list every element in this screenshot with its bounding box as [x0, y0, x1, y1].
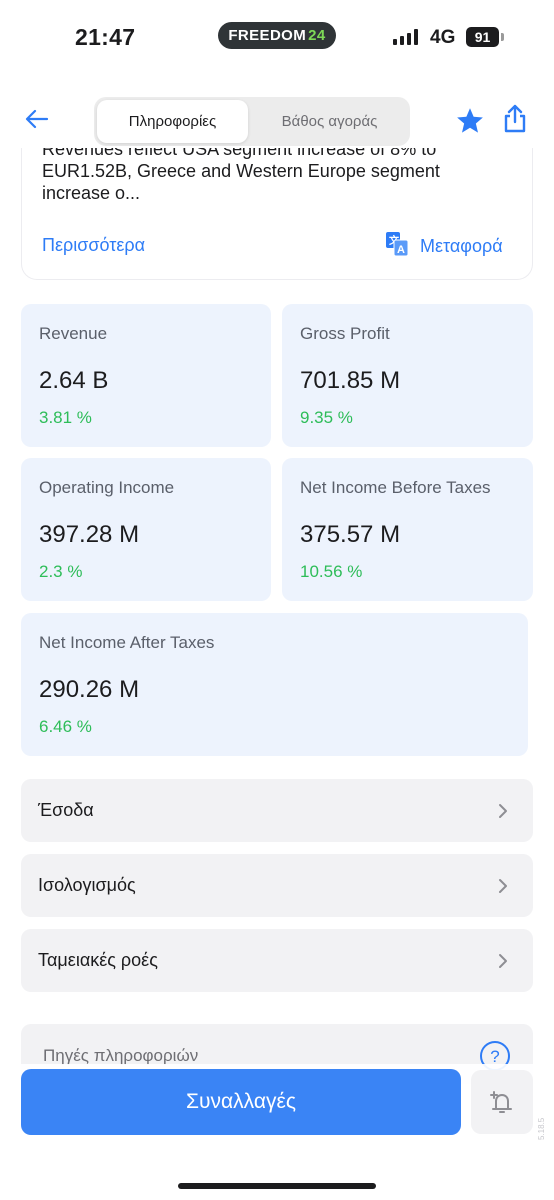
trade-button[interactable]: Συναλλαγές: [21, 1069, 461, 1135]
metric-label: Revenue: [39, 324, 108, 343]
metric-card-gross-profit: Gross Profit 701.85 M 9.35 %: [282, 304, 533, 447]
back-button[interactable]: [20, 102, 54, 136]
metric-card-net-income-after-taxes: Net Income After Taxes 290.26 M 6.46 %: [21, 613, 528, 756]
metric-label: Gross Profit: [300, 324, 390, 343]
battery-tip: [501, 33, 504, 41]
sources-label: Πηγές πληροφοριών: [43, 1046, 199, 1065]
statement-row-cash-flow[interactable]: Ταμειακές ροές: [21, 929, 533, 992]
statement-row-income[interactable]: Έσοδα: [21, 779, 533, 842]
share-icon: [504, 104, 526, 133]
metric-label: Net Income After Taxes: [39, 633, 215, 652]
battery-level: 91: [474, 29, 491, 45]
description-card: Revenues reflect USA segment increase of…: [21, 140, 533, 280]
chevron-right-icon: [499, 878, 507, 893]
translate-icon: 文 A: [386, 231, 409, 261]
metric-change: 6.46 %: [39, 717, 92, 736]
dynamic-island-brand: FREEDOM 24: [218, 22, 336, 49]
statement-row-balance-sheet[interactable]: Ισολογισμός: [21, 854, 533, 917]
description-clip: Revenues reflect USA segment increase of…: [22, 140, 532, 210]
network-type: 4G: [430, 27, 456, 48]
translate-label: Μεταφορά: [420, 235, 503, 256]
metric-change: 9.35 %: [300, 408, 353, 427]
metric-value: 2.64 B: [39, 367, 109, 394]
signal-icon: [393, 29, 418, 45]
metric-value: 375.57 M: [300, 521, 401, 548]
tab-market-depth[interactable]: Βάθος αγοράς: [281, 113, 378, 130]
chevron-right-icon: [499, 803, 507, 818]
battery-icon: 91: [466, 27, 499, 47]
metric-card-revenue: Revenue 2.64 B 3.81 %: [21, 304, 271, 447]
metric-value: 397.28 M: [39, 521, 140, 548]
status-bar: 21:47 FREEDOM 24 4G 91: [0, 0, 554, 76]
metric-card-operating-income: Operating Income 397.28 M 2.3 %: [21, 458, 271, 601]
description-text: Revenues reflect USA segment increase of…: [42, 140, 440, 203]
row-label: Ταμειακές ροές: [38, 950, 158, 970]
metric-change: 10.56 %: [300, 562, 363, 581]
add-alert-icon: [490, 1091, 512, 1113]
brand-name: FREEDOM: [228, 27, 307, 44]
svg-text:A: A: [397, 244, 405, 256]
svg-text:?: ?: [490, 1047, 499, 1066]
more-link[interactable]: Περισσότερα: [42, 235, 146, 255]
metric-label: Operating Income: [39, 478, 175, 497]
app-version: 5.18.5: [537, 1117, 546, 1140]
metric-change: 3.81 %: [39, 408, 92, 427]
translate-button[interactable]: 文 A Μεταφορά: [386, 231, 503, 261]
metric-value: 701.85 M: [300, 367, 401, 394]
metric-change: 2.3 %: [39, 562, 83, 581]
favorite-button[interactable]: [455, 106, 485, 136]
arrow-left-icon: [25, 109, 49, 129]
add-alert-button[interactable]: [471, 1070, 533, 1134]
metric-label: Net Income Before Taxes: [300, 478, 491, 497]
brand-accent: 24: [308, 27, 326, 44]
chevron-right-icon: [499, 953, 507, 968]
row-label: Ισολογισμός: [38, 875, 136, 895]
segmented-control: Πληροφορίες Βάθος αγοράς: [94, 97, 410, 146]
share-button[interactable]: [502, 104, 532, 136]
top-nav: Πληροφορίες Βάθος αγοράς: [0, 94, 554, 148]
status-time: 21:47: [75, 24, 136, 50]
metric-card-net-income-before-taxes: Net Income Before Taxes 375.57 M 10.56 %: [282, 458, 533, 601]
home-indicator: [178, 1183, 376, 1189]
row-label: Έσοδα: [38, 800, 94, 820]
star-icon: [457, 108, 483, 133]
metric-value: 290.26 M: [39, 676, 140, 703]
tab-info[interactable]: Πληροφορίες: [97, 100, 248, 143]
